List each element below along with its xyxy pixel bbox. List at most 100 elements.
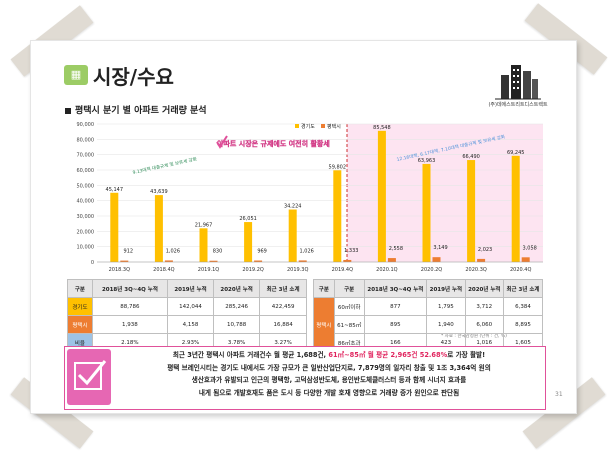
table-cell: 1,938	[91, 315, 168, 334]
bar-gyeonggi	[110, 192, 119, 262]
table-header: 2018년 3Q~4Q 누적	[91, 279, 168, 298]
summary-line-4: 내게 됨으로 개발호재도 품은 도시 등 다양한 개발 호재 영향으로 거래량 …	[198, 388, 460, 397]
table-header: 2019년 누적	[166, 279, 215, 298]
y-tick-label: 70,000	[77, 153, 95, 159]
y-tick-label: 50,000	[77, 183, 95, 189]
legend-label: 경기도	[301, 123, 315, 130]
data-label-pyeongtaek: 2,023	[478, 247, 492, 253]
table-header: 2018년 3Q~4Q 누적	[363, 279, 428, 298]
bar-gyeonggi	[467, 160, 476, 262]
data-label-gyeonggi: 34,224	[284, 204, 302, 210]
table-cell: 88,786	[91, 297, 168, 316]
data-label-pyeongtaek: 969	[257, 249, 267, 255]
y-tick-label: 90,000	[77, 122, 95, 128]
data-label-gyeonggi: 69,245	[507, 150, 525, 156]
bar-pyeongtaek	[209, 260, 218, 262]
bar-gyeonggi	[377, 130, 386, 262]
table-header: 최근 3년 소계	[259, 279, 307, 298]
check-mark-icon	[216, 135, 228, 149]
bar-pyeongtaek	[521, 257, 530, 262]
check-badge-icon	[74, 360, 107, 390]
x-tick-label: 2019.2Q	[242, 267, 263, 273]
summary-box: 최근 3년간 평택시 아파트 거래건수 월 평균 1,688건, 61㎡~85㎡…	[64, 346, 546, 410]
page-title: 시장/수요	[93, 65, 174, 89]
row-label: 평택시	[67, 315, 93, 334]
bar-gyeonggi	[199, 228, 208, 262]
table-cell: 142,044	[166, 297, 215, 316]
summary-line-1b: 로 가장 활발!	[447, 351, 486, 359]
bar-pyeongtaek	[387, 258, 396, 262]
table-cell: 285,246	[213, 297, 261, 316]
table-cell: 1,795	[426, 297, 466, 316]
table-header: 구분	[67, 279, 93, 298]
bar-pyeongtaek	[343, 259, 352, 262]
data-label-gyeonggi: 21,967	[195, 222, 213, 228]
x-tick-label: 2019.4Q	[332, 267, 353, 273]
data-label-pyeongtaek: 1,333	[344, 248, 358, 254]
summary-line-3: 생산효과가 유발되고 인근의 평택항, 고덕삼성반도체, 용인반도체클러스터 등…	[191, 376, 467, 384]
table-header: 2019년 누적	[426, 279, 466, 298]
table-cell: 16,884	[259, 315, 307, 334]
y-tick-label: 30,000	[77, 214, 95, 220]
table-row: 경기도 88,786 142,044 285,246 422,459	[67, 297, 307, 316]
table-header: 2020년 누적	[464, 279, 504, 298]
data-label-gyeonggi: 66,490	[462, 154, 480, 160]
data-label-gyeonggi: 63,963	[418, 158, 436, 164]
x-tick-label: 2020.3Q	[465, 267, 486, 273]
table-pyeongtaek-by-size: 구분 구분 2018년 3Q~4Q 누적 2019년 누적 2020년 누적 최…	[313, 279, 544, 352]
table-header: 구분	[313, 279, 335, 298]
page-number: 31	[555, 391, 563, 398]
bar-gyeonggi	[333, 170, 342, 262]
data-label-gyeonggi: 85,548	[373, 125, 391, 131]
y-tick-label: 0	[91, 260, 94, 266]
data-label-gyeonggi: 59,802	[329, 164, 347, 170]
table-gyeonggi-pyeongtaek: 구분 2018년 3Q~4Q 누적 2019년 누적 2020년 누적 최근 3…	[67, 279, 307, 352]
row-label: 60㎡이하	[333, 297, 365, 316]
annotation-center: 아파트 시장은 규제에도 여전히 활황세	[217, 139, 330, 148]
bar-pyeongtaek	[120, 260, 129, 262]
bar-gyeonggi	[154, 195, 163, 262]
table-header: 2020년 누적	[213, 279, 261, 298]
y-tick-label: 80,000	[77, 137, 95, 143]
bar-gyeonggi	[288, 209, 297, 262]
legend-swatch	[295, 124, 299, 128]
table-cell: 8,895	[502, 315, 544, 334]
bar-pyeongtaek	[298, 260, 307, 262]
data-label-pyeongtaek: 1,026	[166, 248, 180, 254]
x-tick-label: 2018.4Q	[153, 267, 174, 273]
table-cell: 6,060	[464, 315, 504, 334]
bar-gyeonggi	[511, 155, 520, 262]
y-tick-label: 60,000	[77, 168, 95, 174]
title-icon: ▦	[64, 65, 88, 85]
data-label-gyeonggi: 26,051	[239, 216, 257, 222]
y-tick-label: 40,000	[77, 199, 95, 205]
data-label-pyeongtaek: 830	[213, 249, 223, 255]
summary-line-2: 평택 브레인시티는 경기도 내에서도 가장 규모가 큰 일반산업단지로, 7,8…	[167, 363, 491, 372]
bar-gyeonggi	[422, 163, 431, 262]
table-cell: 1,940	[426, 315, 466, 334]
bar-pyeongtaek	[164, 260, 173, 262]
annotation-left: 9.13대책 대출규제 및 보유세 강화	[132, 156, 197, 176]
group-label: 평택시	[313, 297, 335, 352]
x-tick-label: 2020.4Q	[510, 267, 531, 273]
data-label-pyeongtaek: 3,149	[433, 245, 447, 251]
table-cell: 6,384	[502, 297, 544, 316]
data-label-pyeongtaek: 3,058	[523, 245, 537, 251]
bar-pyeongtaek	[432, 257, 441, 262]
trade-volume-chart: 0 10,000 20,000 30,000 40,000 50,000 60,000 70,…	[77, 122, 543, 273]
data-label-pyeongtaek: 1,026	[300, 248, 314, 254]
x-tick-label: 2020.2Q	[421, 267, 442, 273]
summary-line-1: 최근 3년간 평택시 아파트 거래건수 월 평균 1,688건, 61㎡~85㎡…	[119, 349, 539, 362]
bar-gyeonggi	[244, 222, 253, 262]
bar-pyeongtaek	[477, 258, 486, 262]
table-cell: 895	[363, 315, 428, 334]
summary-badge	[67, 349, 111, 405]
x-tick-label: 2019.1Q	[198, 267, 219, 273]
table-header: 구분	[333, 279, 365, 298]
table-cell: 877	[363, 297, 428, 316]
data-label-pyeongtaek: 2,558	[389, 246, 403, 252]
table-cell: 3,712	[464, 297, 504, 316]
row-label: 경기도	[67, 297, 93, 316]
table-cell: 10,788	[213, 315, 261, 334]
table-row: 61~85㎡ 895 1,940 6,060 8,895	[314, 315, 544, 334]
